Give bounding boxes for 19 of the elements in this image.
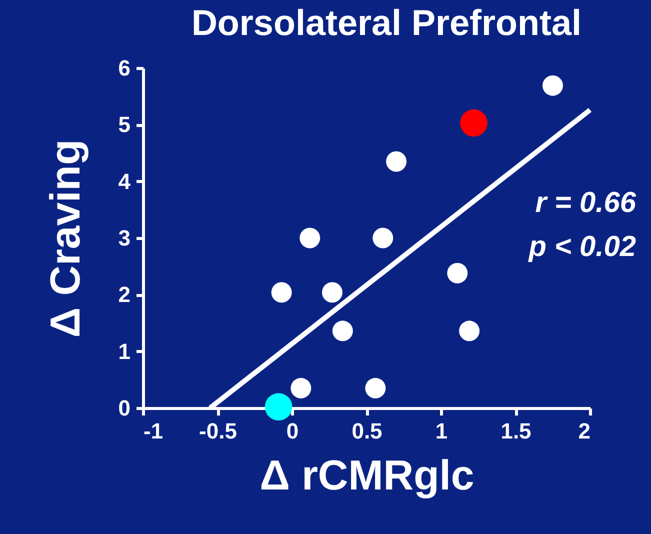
x-tick-label: 0.5 <box>352 418 382 444</box>
x-tick-label: 1 <box>435 418 448 444</box>
x-tick-label: -1 <box>144 418 164 444</box>
y-tick-label: 2 <box>118 282 130 308</box>
y-tick-label: 4 <box>118 168 132 194</box>
x-tick-label: 1.5 <box>500 418 532 444</box>
chart-title: Dorsolateral Prefrontal <box>191 2 582 43</box>
y-axis-title: Δ Craving <box>41 139 88 338</box>
x-axis-title: Δ rCMRglc <box>260 452 474 498</box>
y-tick-label: 5 <box>118 112 130 138</box>
x-tick-label: 0 <box>286 418 299 444</box>
annotation: r = 0.66 <box>535 187 637 219</box>
x-tick-label: -0.5 <box>199 418 237 444</box>
y-tick-label: 6 <box>118 56 130 80</box>
x-tick-label: 2 <box>578 418 590 444</box>
y-tick-label: 1 <box>118 338 130 364</box>
y-tick-label: 3 <box>118 226 130 250</box>
y-tick-label: 0 <box>118 396 130 420</box>
annotation: p < 0.02 <box>528 231 636 263</box>
